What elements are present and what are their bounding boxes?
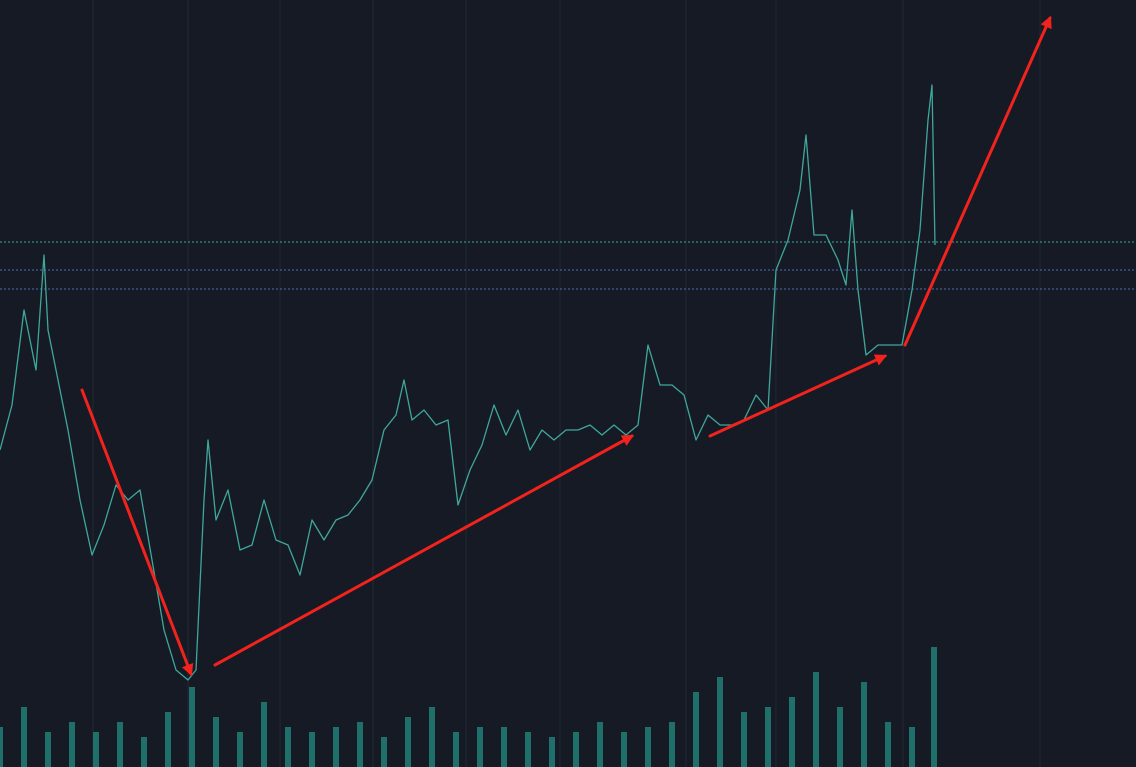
- volume-bar: [285, 727, 291, 767]
- volume-bar: [165, 712, 171, 767]
- volume-bar: [525, 732, 531, 767]
- volume-bar: [837, 707, 843, 767]
- volume-bar: [405, 717, 411, 767]
- vertical-grid: [92, 0, 1041, 767]
- volume-bar: [141, 737, 147, 767]
- volume-bar: [117, 722, 123, 767]
- volume-bar: [861, 682, 867, 767]
- volume-bar: [381, 737, 387, 767]
- volume-bar: [93, 732, 99, 767]
- volume-bar: [765, 707, 771, 767]
- volume-bar: [741, 712, 747, 767]
- arrow: [903, 15, 1052, 347]
- volume-bar: [69, 722, 75, 767]
- volume-bar: [333, 727, 339, 767]
- volume-bar: [189, 687, 195, 767]
- volume-bar: [909, 727, 915, 767]
- arrow: [213, 434, 635, 667]
- volume-bar: [549, 737, 555, 767]
- volume-bar: [45, 732, 51, 767]
- volume-bar: [693, 692, 699, 767]
- volume-bar: [477, 727, 483, 767]
- volume-bar: [501, 727, 507, 767]
- volume-bar: [237, 732, 243, 767]
- volume-bar: [597, 722, 603, 767]
- volume-bar: [0, 727, 3, 767]
- volume-bar: [621, 732, 627, 767]
- volume-bar: [789, 697, 795, 767]
- volume-bar: [21, 707, 27, 767]
- arrow: [708, 354, 888, 438]
- volume-bar: [429, 707, 435, 767]
- plot: [0, 84, 1136, 767]
- volume-bar: [573, 732, 579, 767]
- volume-bar: [813, 672, 819, 767]
- volume-bar: [669, 722, 675, 767]
- volume-bar: [931, 647, 937, 767]
- volume-bar: [645, 727, 651, 767]
- volume-bar: [309, 732, 315, 767]
- volume-bar: [453, 732, 459, 767]
- volume-bar: [357, 722, 363, 767]
- volume-bar: [717, 677, 723, 767]
- price-line: [0, 84, 936, 681]
- drawn-arrows: [80, 15, 1052, 677]
- volume-bar: [885, 722, 891, 767]
- volume-bar: [213, 717, 219, 767]
- arrow: [80, 388, 194, 677]
- volume-bar: [261, 702, 267, 767]
